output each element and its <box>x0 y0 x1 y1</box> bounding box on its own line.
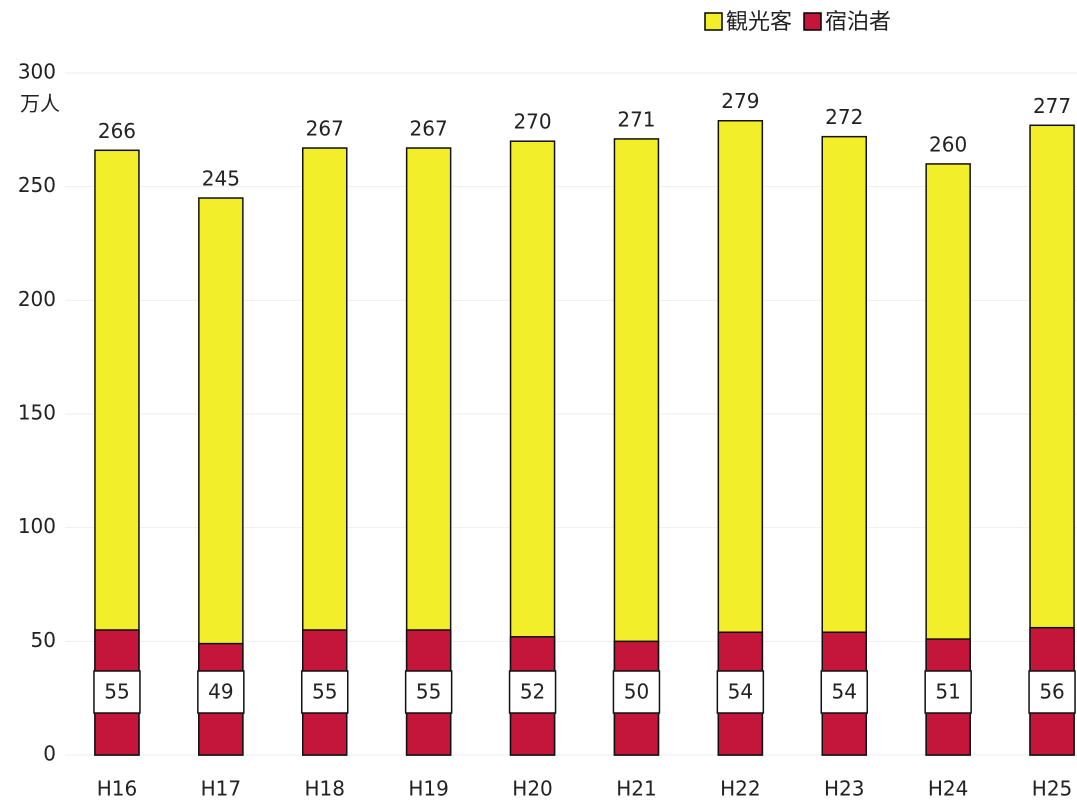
y-tick-label: 300 <box>18 60 56 84</box>
value-label: 51 <box>935 680 960 704</box>
value-label-box <box>508 670 557 714</box>
value-label: 267 <box>306 117 344 141</box>
y-tick-label: 100 <box>18 514 56 538</box>
value-label: 55 <box>312 680 337 704</box>
value-label-box <box>612 670 661 714</box>
x-tick-label: H22 <box>720 777 761 801</box>
value-label: 267 <box>410 117 448 141</box>
x-tick-label: H16 <box>97 777 138 801</box>
value-label: 277 <box>1033 94 1071 118</box>
value-label: 260 <box>929 132 967 156</box>
y-tick-label: 200 <box>18 287 56 311</box>
y-tick-label: 150 <box>18 401 56 425</box>
value-label: 54 <box>728 680 753 704</box>
x-tick-label: H25 <box>1032 777 1073 801</box>
value-label-box <box>301 670 349 714</box>
value-label-box <box>1028 670 1076 714</box>
legend-label: 観光客 <box>726 10 792 35</box>
y-tick-label: 250 <box>18 173 56 197</box>
x-tick-label: H23 <box>824 777 865 801</box>
value-label-box <box>197 670 245 714</box>
value-label-box <box>93 670 141 714</box>
x-tick-label: H21 <box>616 777 657 801</box>
value-label: 271 <box>617 107 655 131</box>
value-label: 270 <box>513 110 551 134</box>
value-label: 49 <box>208 680 233 704</box>
value-label: 55 <box>104 680 129 704</box>
value-label: 52 <box>520 680 545 704</box>
value-label: 272 <box>825 105 863 129</box>
x-tick-label: H17 <box>201 777 242 801</box>
x-tick-label: H19 <box>408 777 449 801</box>
value-label: 245 <box>202 167 240 191</box>
value-label: 266 <box>98 119 136 143</box>
value-label-box <box>820 670 868 714</box>
value-label: 56 <box>1039 680 1064 704</box>
y-tick-label: 50 <box>31 628 56 652</box>
value-label-box <box>404 670 453 714</box>
legend-swatch <box>803 12 822 31</box>
x-tick-label: H18 <box>305 777 346 801</box>
y-axis-label: 万人 <box>20 92 60 116</box>
x-tick-label: H20 <box>512 777 553 801</box>
legend-swatch <box>704 12 723 31</box>
value-label-box <box>716 670 765 714</box>
value-label-box <box>924 670 972 714</box>
value-label: 54 <box>832 680 857 704</box>
y-tick-label: 0 <box>43 742 56 766</box>
legend-label: 宿泊者 <box>825 10 891 35</box>
x-tick-label: H24 <box>928 777 969 801</box>
value-label: 279 <box>721 89 759 113</box>
value-label: 55 <box>416 680 441 704</box>
value-label: 50 <box>624 680 649 704</box>
